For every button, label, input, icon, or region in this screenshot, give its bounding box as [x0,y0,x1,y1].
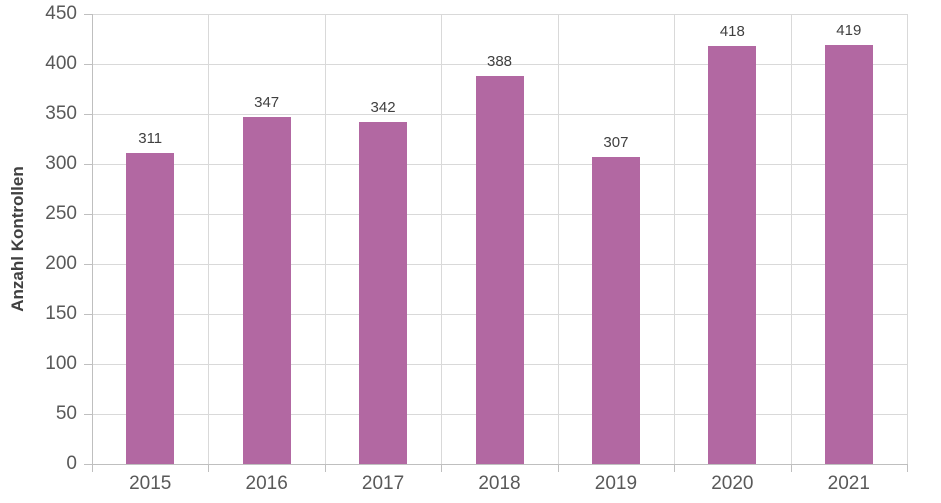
vertical-gridline [907,14,908,464]
y-axis-tick-mark [84,114,92,115]
plot-area [92,14,908,464]
x-axis-category-label: 2021 [827,473,870,494]
vertical-gridline [441,14,443,464]
y-axis-tick-label: 100 [45,353,77,374]
y-axis-tick-label: 350 [45,103,77,124]
x-axis-tick-mark [441,465,443,472]
y-axis-tick-mark [84,414,92,415]
x-axis-tick-mark [907,465,908,472]
x-axis-tick-mark [674,465,676,472]
bar-value-label: 347 [254,94,280,111]
x-axis-category-label: 2017 [361,473,405,494]
x-axis-tick-mark [324,465,326,472]
bar [591,157,640,464]
bar [126,153,175,464]
x-axis-tick-mark [208,465,210,472]
y-axis-line [92,14,93,465]
x-axis-category-label: 2020 [711,473,754,494]
y-axis-tick-mark [84,14,92,15]
y-axis-tick-mark [84,364,92,365]
x-axis-line [92,464,908,465]
bar [475,76,524,464]
bar-value-label: 388 [486,53,513,70]
y-axis-tick-mark [84,164,92,165]
y-axis-tick-mark [84,464,92,465]
bar [359,122,408,464]
bar-value-label: 418 [719,23,745,40]
y-axis-tick-mark [84,314,92,315]
bar-value-label: 311 [138,130,163,147]
y-axis-title-text: Anzahl Kontrollen [8,166,27,312]
bar-value-label: 342 [370,99,396,116]
horizontal-gridline [92,14,907,15]
y-axis-tick-label: 250 [45,203,77,224]
y-axis-tick-mark [84,264,92,265]
bar-value-label: 307 [603,134,629,151]
y-axis-tick-label: 400 [45,53,77,74]
y-axis-tick-label: 50 [55,403,77,424]
vertical-gridline [674,14,676,464]
bar-value-label: 419 [836,22,862,39]
y-axis-tick-label: 200 [45,253,77,274]
x-axis-category-label: 2018 [478,473,521,494]
x-axis-tick-mark [557,465,559,472]
y-axis-tick-label: 0 [66,453,77,474]
y-axis-tick-label: 150 [45,303,77,324]
bar [824,45,873,464]
x-axis-category-label: 2015 [129,473,172,494]
vertical-gridline [324,14,326,464]
bar [242,117,291,464]
y-axis-tick-mark [84,64,92,65]
vertical-gridline [208,14,210,464]
y-axis-tick-label: 450 [45,3,77,24]
y-axis-tick-label: 300 [45,153,77,174]
vertical-gridline [557,14,559,464]
bar [708,46,757,464]
x-axis-category-label: 2019 [594,473,638,494]
x-axis-tick-mark [92,465,93,472]
vertical-gridline [790,14,792,464]
horizontal-gridline [92,64,907,65]
y-axis-tick-mark [84,214,92,215]
x-axis-tick-mark [790,465,792,472]
x-axis-category-label: 2016 [245,473,288,494]
